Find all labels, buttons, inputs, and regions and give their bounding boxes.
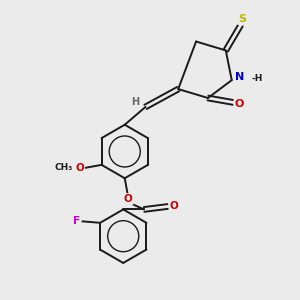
Text: O: O xyxy=(124,194,133,204)
Text: S: S xyxy=(238,14,246,24)
Text: F: F xyxy=(73,216,80,226)
Text: H: H xyxy=(131,97,139,106)
Text: O: O xyxy=(169,202,178,212)
Text: O: O xyxy=(235,99,244,109)
Text: -H: -H xyxy=(252,74,263,83)
Text: N: N xyxy=(235,72,244,82)
Text: O: O xyxy=(76,163,84,173)
Text: CH₃: CH₃ xyxy=(55,163,73,172)
